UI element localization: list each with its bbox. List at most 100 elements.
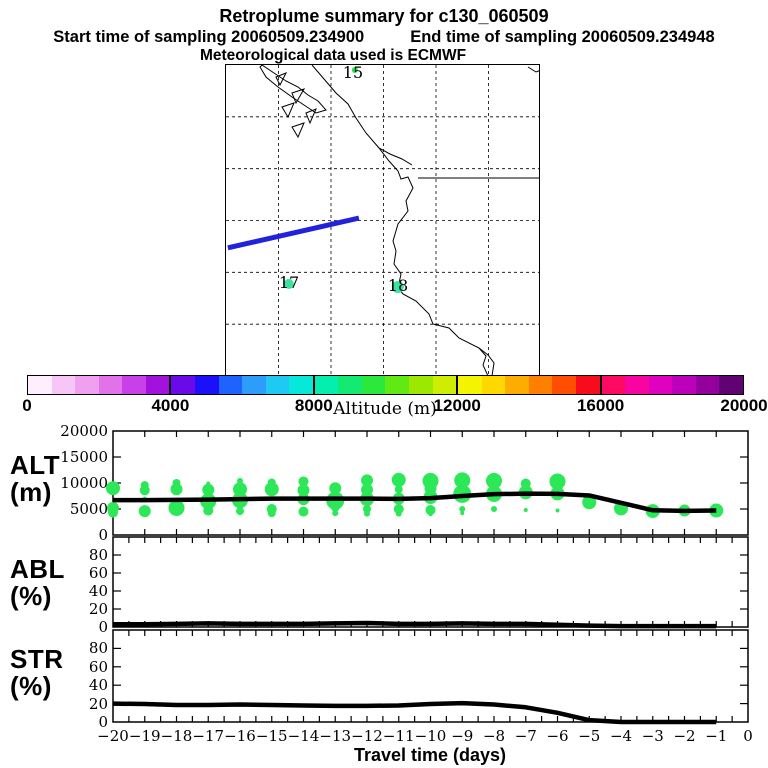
y-tick-label: 0 — [98, 618, 108, 636]
station-dot — [391, 281, 404, 294]
x-tick-label: −10 — [414, 727, 447, 745]
x-tick-label: −12 — [351, 727, 383, 745]
y-tick-label: 20000 — [60, 422, 108, 440]
colorbar-segment — [194, 376, 219, 394]
colorbar-tick-label: 0 — [22, 396, 32, 415]
plume-bubble — [555, 508, 560, 513]
y-tick-label: 60 — [88, 657, 108, 676]
x-tick-label: −13 — [319, 727, 352, 745]
colorbar-segment — [75, 376, 99, 394]
colorbar-segment — [599, 376, 626, 394]
y-tick-label: 80 — [88, 546, 108, 564]
colorbar-segment — [289, 376, 313, 394]
colorbar-segment — [169, 376, 195, 394]
colorbar-segment — [648, 376, 673, 394]
station-marker: 17 — [279, 274, 299, 293]
plume-bubble — [331, 503, 340, 512]
colorbar-segment — [625, 376, 649, 394]
plume-bubble — [459, 506, 466, 512]
colorbar-tick-label: 8000 — [294, 396, 333, 415]
plume-bubble — [364, 510, 370, 517]
y-tick-label: 20 — [88, 694, 108, 713]
colorbar-segment — [385, 376, 409, 394]
colorbar-segment — [528, 376, 553, 394]
station-marker: 18 — [388, 278, 408, 296]
x-tick-label: −9 — [451, 727, 474, 745]
colorbar-segment — [51, 376, 76, 394]
x-tick-label: −14 — [287, 727, 320, 745]
colorbar-segment — [28, 376, 52, 394]
plume-bubble — [298, 476, 309, 487]
colorbar-segment — [456, 376, 482, 394]
plume-bubble — [363, 505, 371, 513]
colorbar-segment — [361, 376, 386, 394]
trajectory-segment — [227, 215, 360, 251]
plume-bubble — [236, 507, 244, 516]
y-tick-label: 15000 — [60, 448, 108, 466]
colorbar-segment — [719, 376, 743, 394]
colorbar-segment — [122, 376, 146, 394]
plume-bubble — [106, 481, 120, 496]
colorbar-segment — [338, 376, 362, 394]
plume-bubble — [139, 485, 150, 496]
x-tick-label: −17 — [192, 727, 225, 745]
plume-bubble — [168, 499, 185, 516]
colorbar-segment — [672, 376, 696, 394]
x-axis-title: Travel time (days) — [353, 745, 507, 765]
x-tick-label: −19 — [128, 727, 161, 745]
plume-bubble — [264, 482, 279, 497]
plume-bubble — [394, 485, 403, 494]
station-dot — [351, 67, 358, 74]
plume-bubble — [202, 483, 215, 496]
colorbar-segment — [695, 376, 720, 394]
altitude-colorbar — [27, 375, 744, 395]
y-tick-label: 60 — [88, 564, 108, 582]
panel-label-abl: ABL (%) — [10, 556, 105, 610]
map-grid — [226, 65, 539, 375]
colorbar-segment — [505, 376, 529, 394]
colorbar-segment — [265, 376, 290, 394]
plume-bubble — [523, 508, 528, 513]
str-line — [112, 700, 717, 725]
panel-label-alt: ALT (m) — [10, 452, 105, 506]
colorbar-segment — [575, 376, 600, 394]
map-svg — [226, 65, 539, 375]
y-tick-label: 0 — [98, 526, 108, 544]
station-label: 15 — [342, 64, 364, 83]
plume-bubble — [361, 474, 373, 487]
plume-bubble — [138, 505, 151, 518]
plume-bubble — [329, 482, 342, 495]
colorbar-tick-label: 20000 — [720, 396, 768, 415]
trajectory-line — [227, 215, 360, 251]
colorbar-segment — [145, 376, 170, 394]
x-tick-label: −3 — [641, 727, 664, 745]
colorbar-segment — [432, 376, 457, 394]
y-tick-label: 40 — [88, 676, 108, 695]
plume-bubble — [332, 510, 339, 517]
plume-bubble — [582, 495, 597, 510]
x-tick-label: −18 — [160, 727, 193, 745]
colorbar-segment — [409, 376, 433, 394]
x-tick-label: −5 — [578, 727, 601, 745]
plume-bubble — [108, 507, 118, 518]
plume-bubble — [486, 472, 502, 489]
x-tick-label: −7 — [514, 727, 537, 745]
colorbar-segment — [481, 376, 506, 394]
plume-bubble — [170, 483, 183, 496]
plume-bubble — [491, 506, 497, 512]
plume-bubble — [267, 509, 276, 518]
plume-bubble — [361, 483, 373, 496]
plume-bubble — [425, 505, 436, 516]
plume-bubble — [460, 511, 465, 516]
x-tick-label: −6 — [546, 727, 569, 745]
x-tick-label: −20 — [97, 727, 129, 745]
y-tick-label: 20 — [88, 600, 108, 618]
plume-bubble — [393, 504, 404, 514]
y-tick-label: 10000 — [60, 474, 108, 492]
abl-label: ABL — [10, 554, 65, 584]
page-title: Retroplume summary for c130_060509 — [219, 6, 549, 26]
plume-bubble — [395, 510, 402, 517]
plume-bubble — [391, 472, 406, 487]
